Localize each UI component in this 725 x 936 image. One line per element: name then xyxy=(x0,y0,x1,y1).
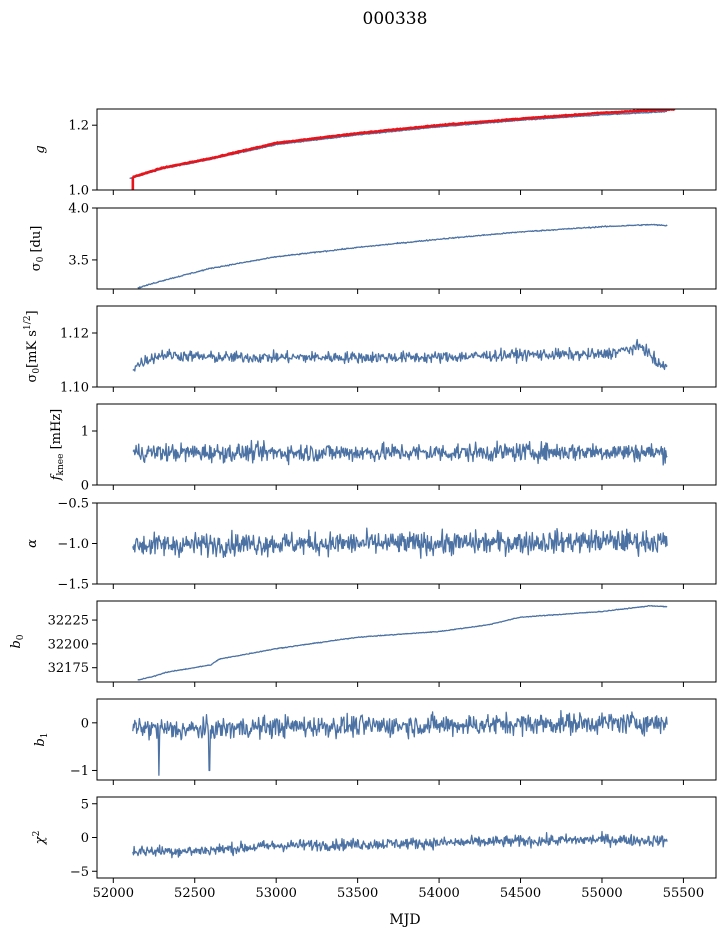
y-tick-label: 3.5 xyxy=(68,253,89,268)
x-tick-label: 54000 xyxy=(418,886,459,901)
y-axis-label-8: χ2 xyxy=(32,831,48,846)
y-tick-label: 32225 xyxy=(48,614,89,629)
plot-frame xyxy=(96,108,717,191)
plot-frame xyxy=(96,305,717,388)
y-tick-label: −5 xyxy=(70,865,89,880)
subplot-8: −5 0 5 52000 52500 53000 53500 54000 54500 55000 5… xyxy=(32,796,717,901)
y-tick-label: 1.10 xyxy=(60,381,89,396)
series-line-2-1 xyxy=(137,223,668,289)
plot-frame xyxy=(96,403,717,486)
y-tick-label: −0.5 xyxy=(57,497,89,512)
series-line-4-1 xyxy=(132,439,668,466)
y-tick-label: −1.0 xyxy=(57,537,89,552)
subplot-3: 1.10 1.12 σ0[mK s1/2] xyxy=(23,305,717,396)
subplot-6: 32175 32200 32225 b0 xyxy=(9,600,717,687)
y-axis-label-3: σ0[mK s1/2] xyxy=(23,310,42,382)
subplot-5: −1.5 −1.0 −0.5 α xyxy=(25,497,717,593)
x-tick-label: 53000 xyxy=(256,886,297,901)
y-tick-label: 0 xyxy=(81,831,89,846)
x-tick-label: 52500 xyxy=(174,886,215,901)
y-tick-label: 0 xyxy=(81,479,89,494)
y-axis-label-6: b0 xyxy=(9,634,26,648)
series-line-5-1 xyxy=(132,527,668,559)
y-tick-label: 1.12 xyxy=(60,327,89,342)
y-tick-label: 1 xyxy=(81,425,89,440)
plot-frame xyxy=(96,600,717,683)
series-line-7-1 xyxy=(132,710,668,776)
x-tick-label: 55500 xyxy=(663,886,704,901)
figure-title: 000338 xyxy=(363,9,428,29)
y-tick-label: 1.2 xyxy=(68,119,89,134)
x-tick-label: 53500 xyxy=(337,886,378,901)
y-axis-label-7: b1 xyxy=(33,732,50,746)
y-tick-label: 4.0 xyxy=(68,202,89,217)
y-axis-label-1: g xyxy=(33,145,48,153)
x-tick-label: 55000 xyxy=(581,886,622,901)
y-axis-label-4: fknee [mHz] xyxy=(49,409,66,482)
plot-frame xyxy=(96,207,717,290)
y-tick-label: −1.5 xyxy=(57,578,89,593)
subplot-4: 0 1 fknee [mHz] xyxy=(49,403,717,494)
x-tick-label: 54500 xyxy=(500,886,541,901)
plot-frame xyxy=(96,698,717,781)
subplot-7: −1 0 b1 xyxy=(33,698,717,785)
series-line-1-1 xyxy=(129,110,668,180)
series-line-8-1 xyxy=(132,830,668,859)
subplot-2: 3.5 4.0 σ0 [du] xyxy=(29,202,717,294)
y-tick-label: 0 xyxy=(81,716,89,731)
y-axis-label-2: σ0 [du] xyxy=(29,226,46,272)
y-axis-label-5: α xyxy=(25,539,40,548)
x-tick-label: 52000 xyxy=(93,886,134,901)
y-tick-label: −1 xyxy=(70,764,89,779)
subplot-1: 1.0 1.2 g xyxy=(33,108,717,199)
series-line-1-2 xyxy=(132,109,676,179)
y-tick-label: 32175 xyxy=(48,661,89,676)
series-line-3-1 xyxy=(132,338,668,372)
y-tick-label: 32200 xyxy=(48,637,89,652)
y-tick-label: 1.0 xyxy=(68,184,89,199)
series-line-6-1 xyxy=(137,604,668,681)
y-tick-label: 5 xyxy=(81,797,89,812)
panels: 1.0 1.2 g 3.5 4.0 σ0 [du] 1.10 1.12 σ0[mK s1/2] 0… xyxy=(9,108,717,901)
x-axis-label: MJD xyxy=(389,912,420,928)
